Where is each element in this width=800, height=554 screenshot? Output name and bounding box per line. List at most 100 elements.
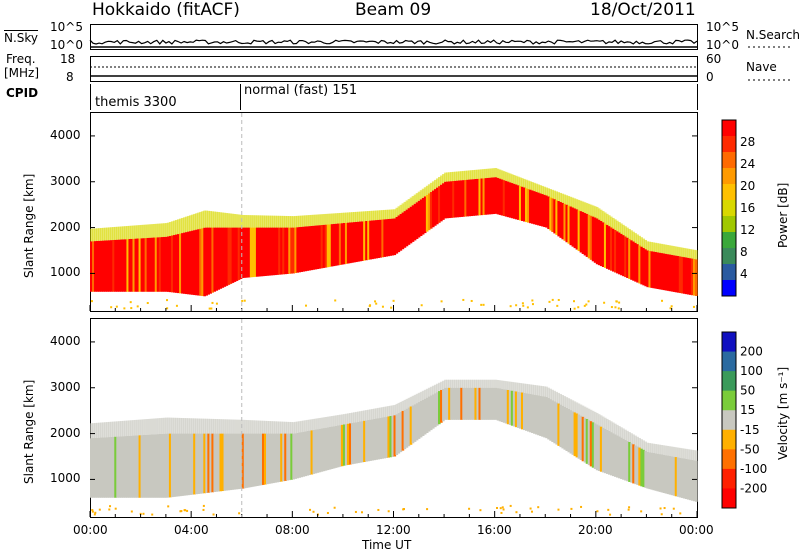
power-ground-point xyxy=(661,299,664,302)
velocity-data-fringe xyxy=(688,449,692,460)
power-data-fringe xyxy=(429,182,433,193)
power-data-fringe xyxy=(353,212,356,223)
velocity-data-column xyxy=(618,436,621,479)
power-ground-point xyxy=(603,301,606,304)
power-colorbar-frame xyxy=(721,119,737,297)
power-data-column xyxy=(170,235,174,293)
power-data-column xyxy=(668,254,672,292)
velocity-data-fringe xyxy=(537,385,540,396)
power-data-column xyxy=(393,218,397,256)
velocity-data-column xyxy=(612,433,615,477)
power-ground-point xyxy=(692,305,695,308)
power-data-fringe xyxy=(692,249,696,259)
power-ground-point xyxy=(375,302,378,305)
power-data-fringe xyxy=(496,168,500,178)
power-ground-point xyxy=(420,304,423,307)
power-ground-point xyxy=(551,298,554,301)
power-data-column xyxy=(348,222,352,264)
power-data-fringe xyxy=(266,215,269,228)
velocity-data-column xyxy=(237,433,241,490)
power-data-column xyxy=(144,238,148,292)
power-data-column xyxy=(658,252,662,290)
power-data-fringe xyxy=(187,215,190,232)
power-ground-point xyxy=(129,301,132,304)
velocity-data-fringe xyxy=(581,405,585,417)
power-data-column xyxy=(296,227,300,273)
velocity-data-fringe xyxy=(508,381,512,391)
velocity-data-column xyxy=(478,387,482,420)
power-data-fringe xyxy=(555,191,558,201)
velocity-data-fringe xyxy=(547,387,550,399)
power-data-fringe xyxy=(306,215,310,227)
velocity-data-fringe xyxy=(290,422,293,434)
power-data-fringe xyxy=(172,220,176,236)
velocity-data-column xyxy=(373,418,376,461)
power-data-fringe xyxy=(90,228,93,242)
velocity-data-column xyxy=(555,402,558,445)
velocity-data-fringe xyxy=(446,379,449,388)
power-data-fringe xyxy=(302,215,306,227)
power-data-fringe xyxy=(136,225,140,239)
velocity-data-fringe xyxy=(670,446,674,457)
power-data-column xyxy=(116,239,119,292)
velocity-data-fringe xyxy=(421,390,425,400)
power-data-fringe xyxy=(680,247,684,257)
velocity-data-column xyxy=(298,432,302,478)
power-data-fringe xyxy=(476,169,480,179)
velocity-data-column xyxy=(152,434,156,498)
velocity-data-column xyxy=(193,433,196,495)
velocity-data-fringe xyxy=(583,406,587,418)
power-data-fringe xyxy=(660,243,664,254)
power-data-fringe xyxy=(545,187,548,196)
power-data-column xyxy=(146,237,150,292)
velocity-data-fringe xyxy=(411,395,415,406)
power-data-column xyxy=(389,218,393,256)
cpid-segment-1: themis 3300 xyxy=(95,95,177,110)
power-data-fringe xyxy=(632,231,635,242)
power-data-column xyxy=(573,208,577,249)
velocity-data-fringe xyxy=(162,417,166,434)
velocity-data-column xyxy=(231,433,235,490)
power-data-fringe xyxy=(539,185,542,194)
velocity-data-fringe xyxy=(474,379,478,388)
velocity-data-column xyxy=(421,399,425,436)
velocity-data-fringe xyxy=(684,448,688,459)
velocity-colorbar-tick: 15 xyxy=(740,403,755,417)
velocity-data-column xyxy=(601,427,605,473)
power-data-column xyxy=(692,258,696,296)
velocity-data-column xyxy=(156,434,160,498)
power-data-column xyxy=(199,228,202,296)
power-data-fringe xyxy=(407,198,411,209)
velocity-data-fringe xyxy=(177,417,180,434)
power-data-column xyxy=(690,258,694,296)
velocity-data-fringe xyxy=(646,442,650,452)
velocity-ground-point xyxy=(202,504,205,507)
power-data-fringe xyxy=(320,214,324,226)
velocity-data-fringe xyxy=(605,418,609,430)
velocity-data-fringe xyxy=(539,385,542,396)
velocity-data-column xyxy=(377,418,380,460)
power-data-fringe xyxy=(656,243,660,253)
velocity-data-column xyxy=(686,459,690,500)
velocity-data-column xyxy=(577,414,581,459)
power-colorbar-swatch xyxy=(722,200,736,217)
velocity-data-column xyxy=(270,433,273,484)
velocity-data-fringe xyxy=(164,417,168,434)
velocity-data-fringe xyxy=(484,379,488,388)
power-data-column xyxy=(308,226,312,271)
velocity-data-column xyxy=(682,458,686,499)
power-data-fringe xyxy=(599,209,603,221)
power-data-fringe xyxy=(205,210,208,228)
power-data-fringe xyxy=(326,213,330,225)
power-data-column xyxy=(219,227,223,289)
power-data-column xyxy=(474,179,478,216)
power-data-column xyxy=(294,227,297,274)
velocity-ground-point xyxy=(570,507,573,510)
power-data-column xyxy=(500,179,504,216)
power-data-fringe xyxy=(395,207,399,217)
power-data-fringe xyxy=(346,212,350,223)
velocity-data-fringe xyxy=(257,420,261,434)
velocity-data-column xyxy=(525,393,528,431)
velocity-data-fringe xyxy=(690,449,694,460)
velocity-data-column xyxy=(241,433,245,489)
